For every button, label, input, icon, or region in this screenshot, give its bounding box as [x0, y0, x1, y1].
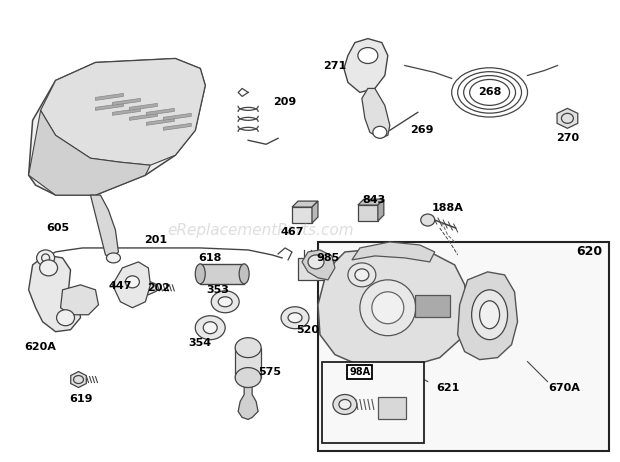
Ellipse shape: [218, 297, 232, 307]
Polygon shape: [29, 110, 151, 195]
Ellipse shape: [37, 250, 55, 266]
Polygon shape: [318, 248, 467, 368]
Ellipse shape: [480, 301, 500, 328]
Polygon shape: [358, 199, 384, 205]
Polygon shape: [163, 113, 191, 120]
Text: 269: 269: [410, 125, 433, 135]
Ellipse shape: [333, 395, 357, 414]
Text: 353: 353: [206, 285, 229, 295]
Polygon shape: [292, 207, 312, 223]
Ellipse shape: [355, 269, 369, 281]
Polygon shape: [130, 103, 157, 110]
Polygon shape: [91, 195, 118, 258]
Ellipse shape: [358, 48, 378, 63]
Ellipse shape: [107, 253, 120, 263]
Polygon shape: [312, 201, 318, 223]
Polygon shape: [302, 250, 335, 280]
Polygon shape: [163, 123, 191, 130]
Text: 271: 271: [323, 61, 347, 72]
Polygon shape: [358, 205, 378, 221]
Bar: [378, 397, 405, 419]
Ellipse shape: [235, 338, 261, 358]
Polygon shape: [112, 262, 151, 308]
Text: 575: 575: [259, 366, 281, 377]
Bar: [200, 264, 244, 284]
Ellipse shape: [211, 291, 239, 313]
Text: 268: 268: [478, 87, 502, 97]
Text: 202: 202: [147, 283, 170, 293]
Polygon shape: [112, 109, 140, 116]
Polygon shape: [71, 371, 86, 388]
Text: eReplacementParts.com: eReplacementParts.com: [167, 224, 354, 238]
Ellipse shape: [281, 307, 309, 328]
Polygon shape: [557, 109, 578, 128]
Polygon shape: [29, 255, 81, 332]
Bar: [322, 362, 423, 444]
Text: 188A: 188A: [432, 203, 464, 213]
Text: 618: 618: [198, 253, 222, 263]
Ellipse shape: [56, 310, 74, 326]
Ellipse shape: [364, 383, 392, 400]
Text: 843: 843: [362, 195, 386, 205]
Text: 670A: 670A: [549, 383, 580, 393]
Polygon shape: [40, 59, 205, 165]
Polygon shape: [362, 88, 390, 138]
Polygon shape: [146, 118, 174, 125]
Ellipse shape: [308, 255, 324, 269]
Text: 605: 605: [46, 223, 69, 233]
Text: 619: 619: [69, 395, 92, 405]
Ellipse shape: [195, 316, 225, 340]
Bar: [318, 242, 609, 451]
Ellipse shape: [339, 400, 351, 409]
Ellipse shape: [373, 126, 387, 138]
Text: 467: 467: [280, 227, 304, 237]
Polygon shape: [141, 281, 156, 295]
Text: 447: 447: [108, 281, 132, 291]
Text: 621: 621: [436, 383, 459, 393]
Ellipse shape: [288, 313, 302, 323]
Polygon shape: [345, 368, 410, 397]
Ellipse shape: [372, 292, 404, 324]
Ellipse shape: [235, 368, 261, 388]
Polygon shape: [146, 109, 174, 116]
Bar: [415, 295, 450, 317]
Polygon shape: [458, 272, 518, 359]
Polygon shape: [95, 103, 123, 110]
Text: 209: 209: [273, 97, 297, 107]
Bar: [235, 347, 261, 377]
Polygon shape: [112, 98, 140, 105]
Ellipse shape: [239, 264, 249, 284]
Text: 620A: 620A: [25, 342, 56, 352]
Ellipse shape: [472, 290, 508, 340]
Polygon shape: [344, 39, 388, 92]
Polygon shape: [130, 113, 157, 120]
Ellipse shape: [348, 263, 376, 287]
Ellipse shape: [360, 280, 416, 336]
Ellipse shape: [125, 276, 140, 288]
Text: 201: 201: [144, 235, 167, 245]
Polygon shape: [95, 93, 123, 100]
Polygon shape: [61, 285, 99, 315]
Text: 354: 354: [188, 338, 212, 348]
Polygon shape: [378, 199, 384, 221]
Polygon shape: [352, 242, 435, 262]
Ellipse shape: [421, 214, 435, 226]
Ellipse shape: [40, 260, 58, 276]
Polygon shape: [238, 377, 258, 419]
Polygon shape: [29, 59, 205, 195]
Bar: [298, 258, 324, 280]
Ellipse shape: [203, 322, 217, 334]
Text: 270: 270: [556, 133, 579, 143]
Text: 985: 985: [316, 253, 340, 263]
Text: 520: 520: [296, 325, 319, 334]
Text: 98A: 98A: [349, 366, 371, 377]
Text: 620: 620: [577, 245, 603, 258]
Polygon shape: [292, 201, 318, 207]
Ellipse shape: [195, 264, 205, 284]
